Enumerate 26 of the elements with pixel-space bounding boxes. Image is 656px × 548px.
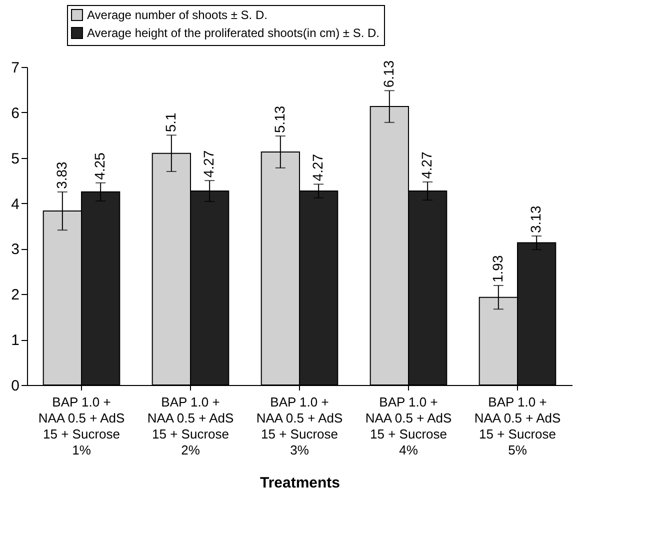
data-label: 6.13 <box>380 60 396 88</box>
data-label: 4.27 <box>418 151 435 179</box>
data-label: 3.13 <box>528 206 544 233</box>
y-tick-label: 0 <box>11 378 20 394</box>
y-tick-label: 5 <box>11 150 20 168</box>
data-label: 4.27 <box>200 150 217 178</box>
y-tick-label: 7 <box>11 60 20 76</box>
x-axis-title: Treatments <box>260 474 340 492</box>
legend-label: Average height of the proliferated shoots(in cm) ± S. D. <box>87 26 380 40</box>
y-tick-label: 1 <box>11 332 20 350</box>
legend-label: Average number of shoots ± S. D. <box>87 8 268 22</box>
y-tick-label: 6 <box>11 104 20 122</box>
data-label: 4.25 <box>92 152 108 180</box>
data-label: 3.83 <box>53 161 70 189</box>
x-tick-label: BAP 1.0 + NAA 0.5 + AdS 15 + Sucrose 5% <box>474 394 562 458</box>
y-tick-label: 2 <box>11 286 20 304</box>
x-tick-label: BAP 1.0 + NAA 0.5 + AdS 15 + Sucrose 4% <box>365 394 452 458</box>
data-label: 5.13 <box>271 106 288 134</box>
data-label: 1.93 <box>489 255 506 283</box>
y-tick-label: 4 <box>11 196 20 213</box>
y-tick-label: 3 <box>11 241 20 258</box>
data-label: 5.1 <box>162 112 178 132</box>
x-tick-label: BAP 1.0 + NAA 0.5 + AdS 15 + Sucrose 2% <box>147 394 234 458</box>
x-tick-label: BAP 1.0 + NAA 0.5 + AdS 15 + Sucrose 1% <box>38 394 126 458</box>
data-label: 4.27 <box>310 154 326 182</box>
x-tick-label: BAP 1.0 + NAA 0.5 + AdS 15 + Sucrose 3% <box>256 394 344 458</box>
